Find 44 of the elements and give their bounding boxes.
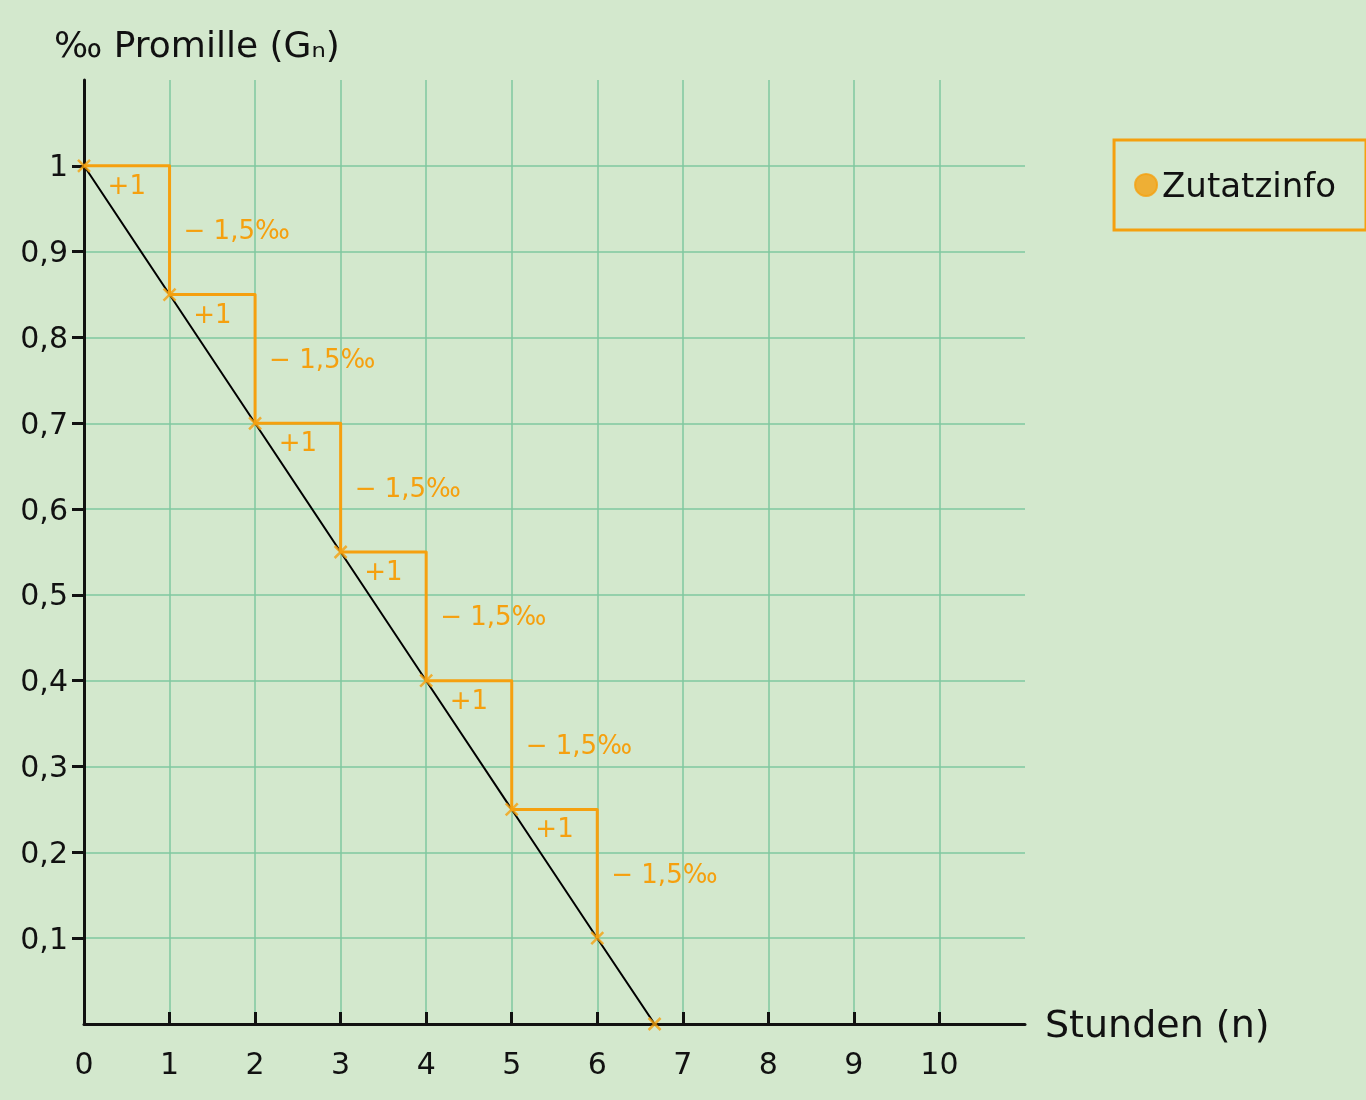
annotation: +1: [535, 813, 574, 844]
y-tick-label: 0,7: [20, 405, 68, 441]
point: [647, 1016, 662, 1032]
x-tick-label: 5: [502, 1045, 522, 1081]
y-tick-label: 0,8: [20, 319, 68, 355]
y-tick-label: 0,4: [20, 663, 68, 699]
x-tick-label: 7: [673, 1045, 693, 1081]
point: [333, 544, 348, 560]
point: [590, 930, 605, 946]
point: [76, 158, 92, 174]
x-tick-label: 9: [844, 1045, 864, 1081]
y-tick-label: 0,5: [20, 577, 68, 613]
annotation: − 1,5‰: [354, 472, 461, 503]
point: [418, 673, 434, 688]
x-tick-label: 0: [74, 1045, 94, 1081]
legend-label: Zutatzinfo: [1162, 165, 1336, 205]
x-tick-label: 10: [920, 1045, 959, 1081]
annotation: − 1,5‰: [269, 343, 376, 374]
annotation: +1: [449, 684, 489, 715]
point: [247, 416, 263, 431]
y-tick-label: 0,9: [20, 234, 68, 270]
annotation: − 1,5‰: [440, 601, 547, 632]
annotation: +1: [364, 556, 403, 586]
y-tick-label: 0,2: [20, 834, 68, 870]
x-tick-label: 1: [160, 1045, 180, 1081]
annotation: − 1,5‰: [183, 215, 290, 246]
annotation: +1: [193, 298, 232, 329]
y-tick-label: 0,3: [20, 749, 68, 785]
x-tick-label: 2: [245, 1045, 265, 1081]
x-tick-label: 8: [758, 1045, 778, 1081]
point: [162, 287, 177, 302]
x-tick-label: 3: [331, 1045, 351, 1081]
annotation: +1: [278, 427, 318, 458]
annotation: − 1,5‰: [611, 858, 718, 889]
x-tick-label: 4: [416, 1045, 436, 1081]
y-tick-label: 0,1: [20, 920, 68, 956]
y-tick-label: 1: [48, 148, 68, 184]
annotation: +1: [107, 169, 146, 200]
x-tick-label: 6: [587, 1045, 607, 1081]
y-tick-label: 0,6: [20, 491, 68, 527]
y-axis-title: ‰ Promille (Gₙ): [54, 23, 340, 65]
annotation: − 1,5‰: [525, 730, 633, 761]
x-axis-title: Stunden (n): [1045, 1002, 1270, 1046]
point: [504, 802, 519, 817]
